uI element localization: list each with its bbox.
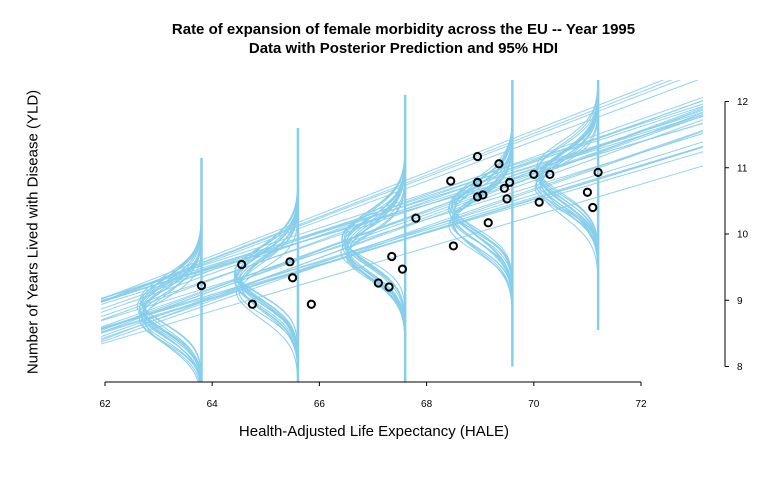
hdi-density-curves — [136, 80, 600, 382]
hdi-density-curve — [238, 207, 299, 357]
hdi-density-curve — [537, 103, 599, 250]
posterior-line — [101, 108, 703, 331]
hdi-density-curve — [448, 131, 513, 283]
data-point — [593, 167, 603, 177]
hdi-density-curve — [233, 193, 299, 356]
data-point — [499, 183, 509, 193]
x-axis: 62 64 66 68 70 72 — [99, 381, 647, 410]
x-tick-label: 68 — [421, 399, 433, 410]
hdi-density-group — [340, 94, 407, 382]
hdi-density-group — [136, 157, 203, 382]
chart-subtitle: Data with Posterior Prediction and 95% H… — [248, 40, 559, 57]
x-tick-label: 70 — [528, 399, 540, 410]
data-point — [237, 259, 247, 270]
hdi-density-curve — [344, 162, 406, 334]
data-point — [505, 177, 515, 187]
hdi-density-curve — [235, 206, 299, 379]
hdi-density-curve — [449, 132, 513, 297]
data-point — [529, 169, 539, 179]
data-point — [534, 197, 544, 207]
posterior-line — [101, 122, 703, 302]
posterior-line — [101, 96, 703, 310]
hdi-density-curve — [348, 170, 406, 336]
y-tick-label: 10 — [737, 230, 749, 241]
hdi-density-curve — [142, 225, 202, 382]
hdi-density-curve — [535, 115, 599, 257]
data-point — [545, 169, 555, 179]
data-point — [373, 278, 383, 288]
hdi-density-curve — [144, 239, 202, 382]
hdi-density-curve — [534, 119, 599, 259]
y-tick-label: 8 — [737, 362, 743, 373]
hdi-density-curve — [453, 139, 513, 311]
data-point — [472, 177, 483, 187]
x-tick-label: 62 — [99, 399, 111, 410]
hdi-density-curve — [341, 156, 406, 325]
y-axis-label: Number of Years Lived with Disease (YLD) — [24, 89, 42, 375]
hdi-density-curve — [234, 200, 299, 366]
y-axis: 8 9 10 11 12 — [724, 97, 749, 373]
hdi-density-curve — [344, 158, 406, 321]
posterior-line — [101, 115, 703, 332]
hdi-density-curve — [238, 188, 299, 363]
hdi-density-group — [447, 80, 514, 367]
data-point — [397, 264, 408, 274]
posterior-line — [101, 113, 703, 328]
data-point — [288, 273, 298, 283]
y-tick-label: 11 — [737, 163, 748, 174]
data-point — [446, 176, 456, 186]
hdi-density-curve — [238, 221, 299, 365]
y-tick-label: 12 — [737, 97, 749, 108]
data-point — [483, 218, 493, 228]
data-point — [285, 257, 295, 267]
data-point — [384, 282, 394, 292]
x-tick-label: 72 — [635, 399, 647, 410]
posterior-line — [101, 100, 703, 314]
data-points — [196, 151, 603, 309]
data-point — [588, 202, 598, 213]
data-point — [472, 151, 483, 162]
data-point — [387, 251, 397, 262]
chart-title: Rate of expansion of female morbidity ac… — [171, 21, 636, 38]
x-axis-label: Health-Adjusted Life Expectancy (HALE) — [238, 423, 510, 440]
data-point — [502, 194, 512, 204]
hdi-density-curve — [141, 252, 202, 382]
hdi-density-curve — [346, 168, 406, 318]
data-point — [494, 159, 504, 169]
data-point — [196, 281, 207, 291]
posterior-line — [101, 109, 703, 318]
hdi-density-group — [233, 128, 300, 382]
data-point — [472, 192, 483, 202]
hdi-density-curve — [452, 151, 513, 299]
data-point — [306, 299, 316, 309]
data-point — [478, 190, 488, 200]
data-point — [247, 299, 257, 309]
hdi-density-curve — [234, 199, 299, 346]
data-point — [411, 213, 421, 223]
hdi-density-curve — [139, 230, 202, 382]
hdi-density-group — [534, 80, 600, 331]
x-tick-label: 64 — [207, 399, 219, 410]
x-tick-label: 66 — [314, 399, 326, 410]
y-tick-label: 9 — [737, 296, 743, 307]
data-point — [448, 241, 458, 251]
hdi-density-curve — [235, 199, 299, 367]
posterior-line — [101, 99, 703, 321]
data-point — [582, 187, 593, 197]
hdi-density-curve — [235, 199, 299, 356]
